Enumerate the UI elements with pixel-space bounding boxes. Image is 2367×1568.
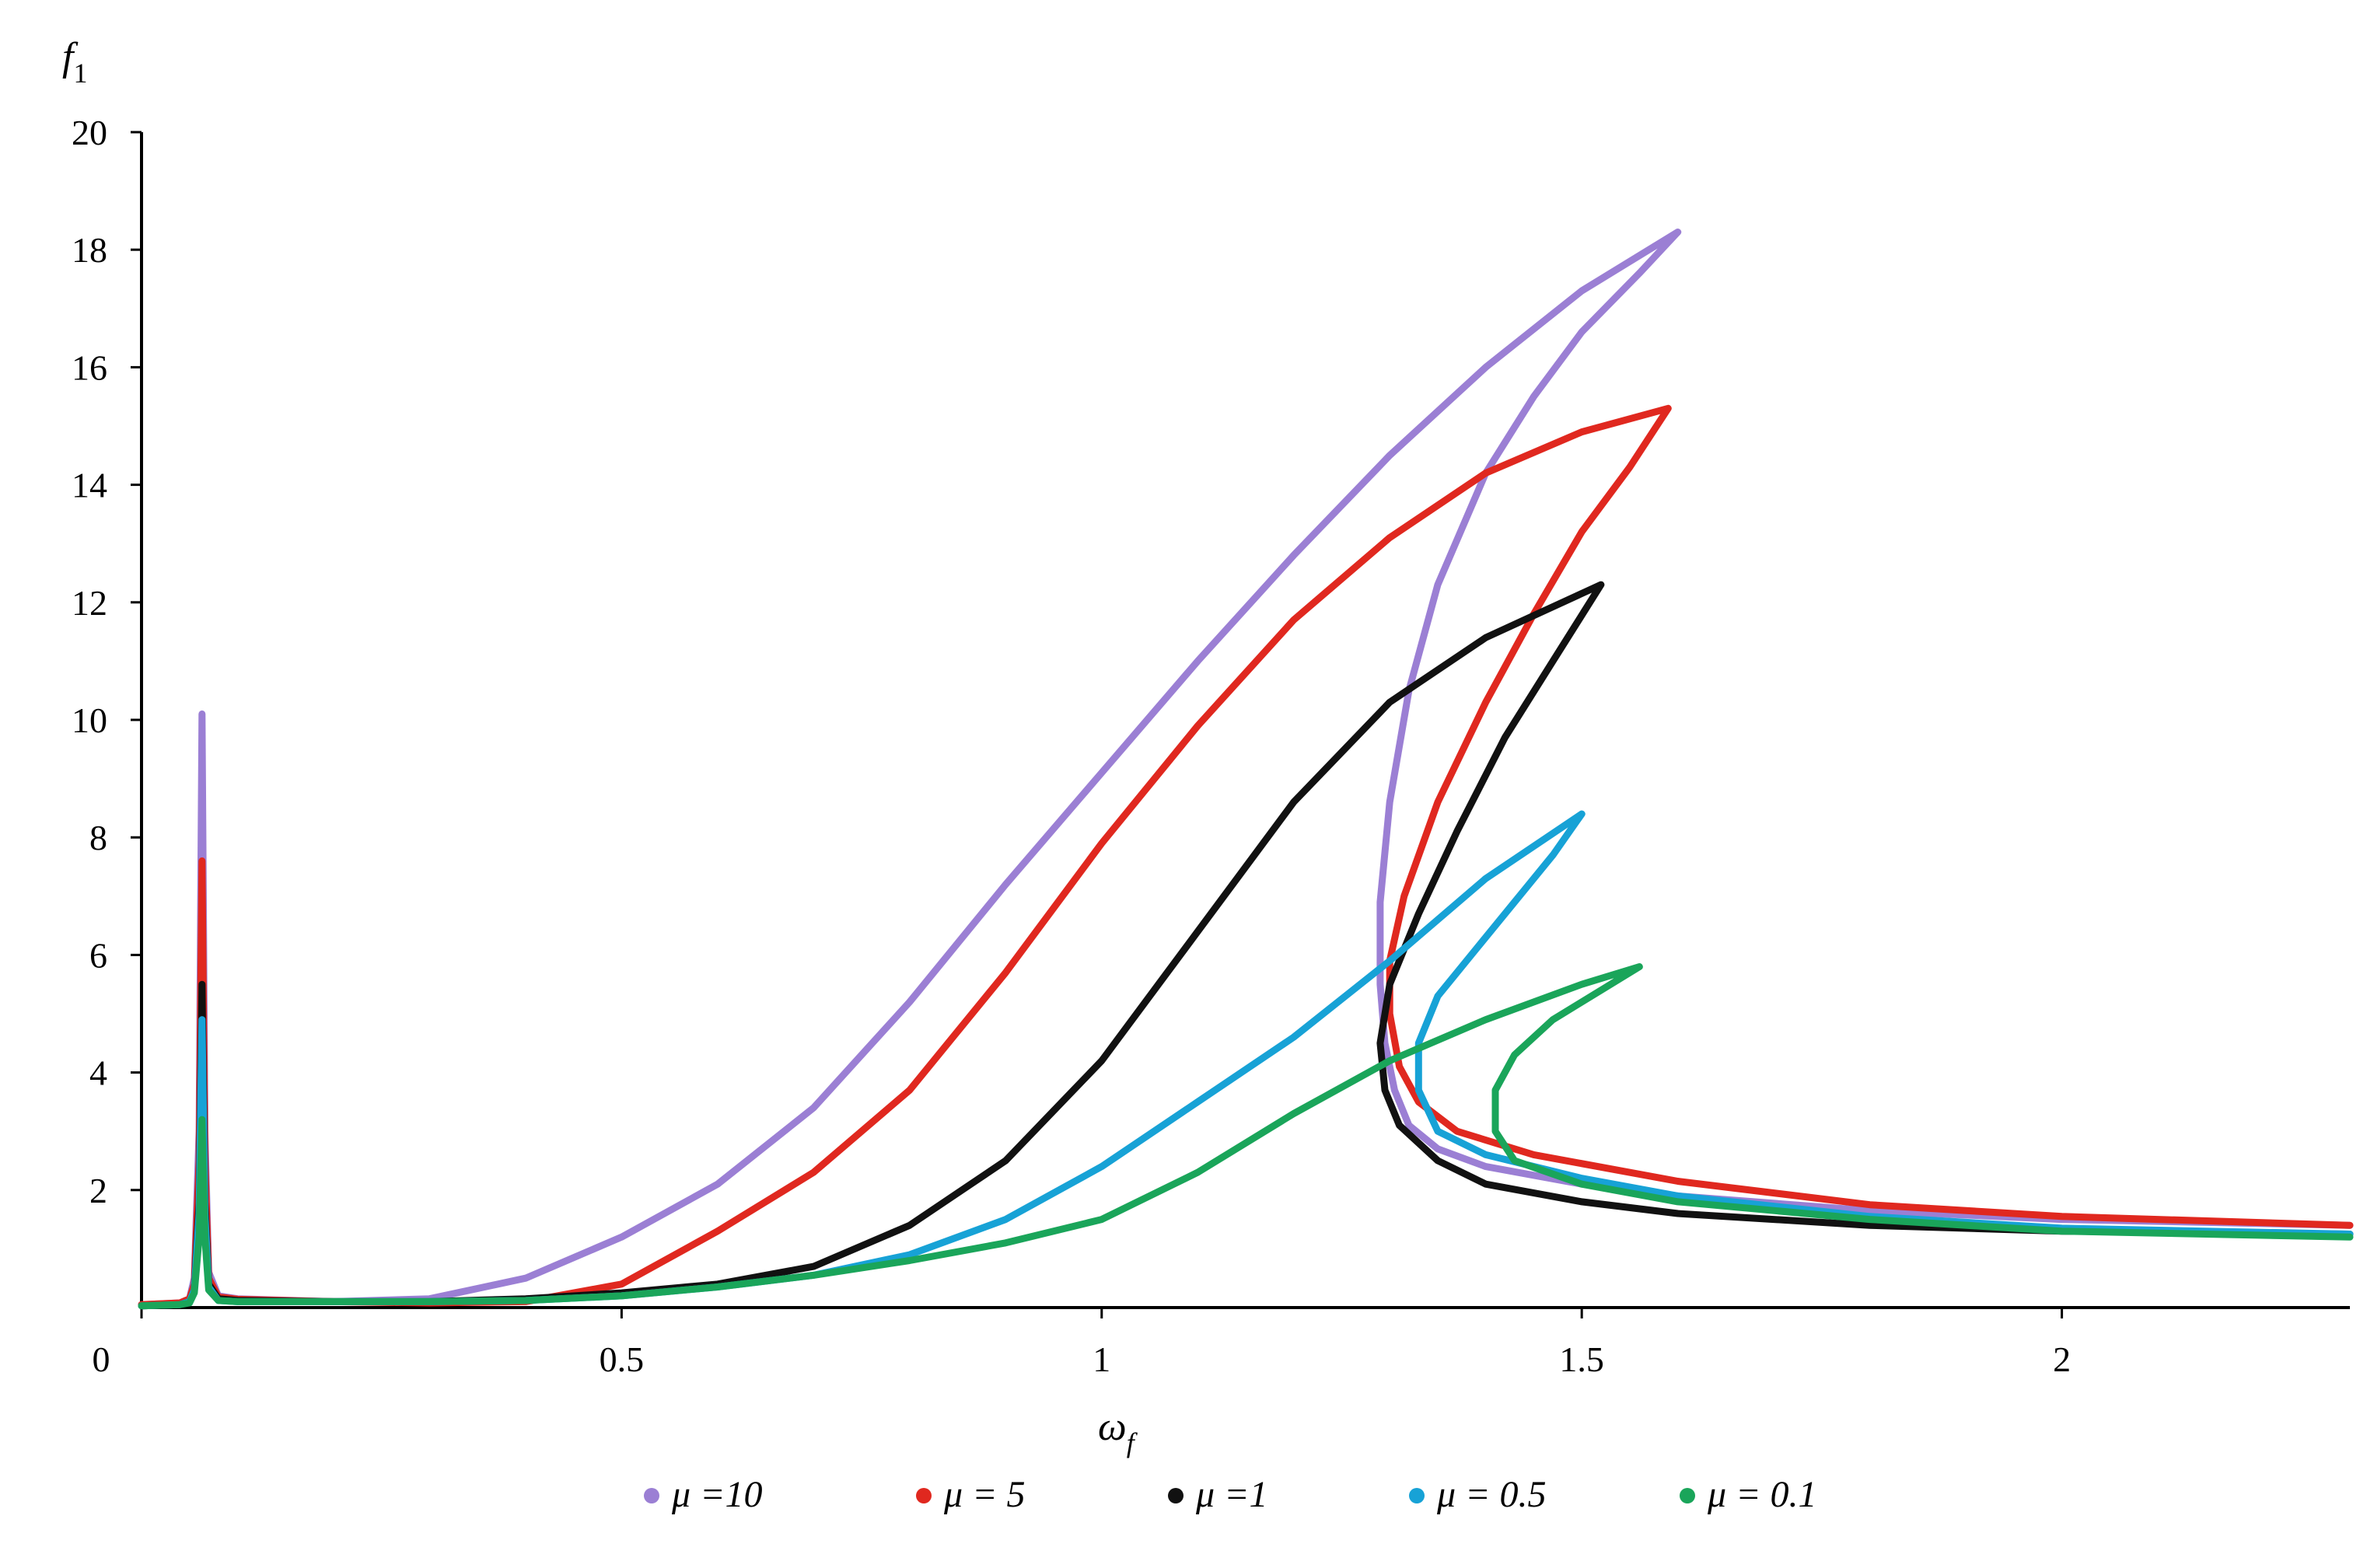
y-tick-label: 20 [72, 113, 107, 152]
series-line-1 [138, 404, 2354, 1308]
y-tick-label: 4 [89, 1053, 107, 1093]
legend-marker-4 [1680, 1488, 1695, 1503]
legend-marker-0 [644, 1488, 659, 1503]
series-line-2 [138, 581, 2354, 1310]
y-tick-label: 8 [89, 818, 107, 857]
legend-label-0: μ =10 [671, 1474, 762, 1515]
legend-label-3: μ = 0.5 [1436, 1474, 1546, 1515]
legend-label-4: μ = 0.1 [1707, 1474, 1816, 1515]
y-tick-label: 10 [72, 700, 107, 740]
axes: 2 4 6 8 10 12 14 16 18 20 0 0.5 1 1.5 2 f1 ωf [62, 35, 2350, 1458]
y-axis-title: f1 [62, 35, 87, 89]
series-group [138, 229, 2354, 1310]
legend-marker-1 [916, 1488, 932, 1503]
x-axis-title: ωf [1098, 1405, 1138, 1458]
legend-marker-2 [1168, 1488, 1184, 1503]
x-tick-label: 1.5 [1559, 1339, 1604, 1379]
legend-marker-3 [1409, 1488, 1425, 1503]
y-tick-label: 14 [72, 466, 107, 505]
x-tick-label: 2 [2053, 1339, 2071, 1379]
y-tick-label: 12 [72, 583, 107, 623]
y-tick-label: 16 [72, 347, 107, 387]
legend-label-2: μ =1 [1195, 1474, 1267, 1515]
y-tick-label: 18 [72, 230, 107, 270]
x-tick-label: 0 [93, 1339, 110, 1379]
legend: μ =10 μ = 5 μ =1 μ = 0.5 μ = 0.1 [644, 1474, 1816, 1515]
y-tick-label: 2 [89, 1171, 107, 1210]
x-tick-label: 0.5 [600, 1339, 645, 1379]
series-line-4 [138, 963, 2354, 1310]
legend-label-1: μ = 5 [943, 1474, 1025, 1515]
y-tick-label: 6 [89, 935, 107, 975]
x-tick-label: 1 [1093, 1339, 1110, 1379]
